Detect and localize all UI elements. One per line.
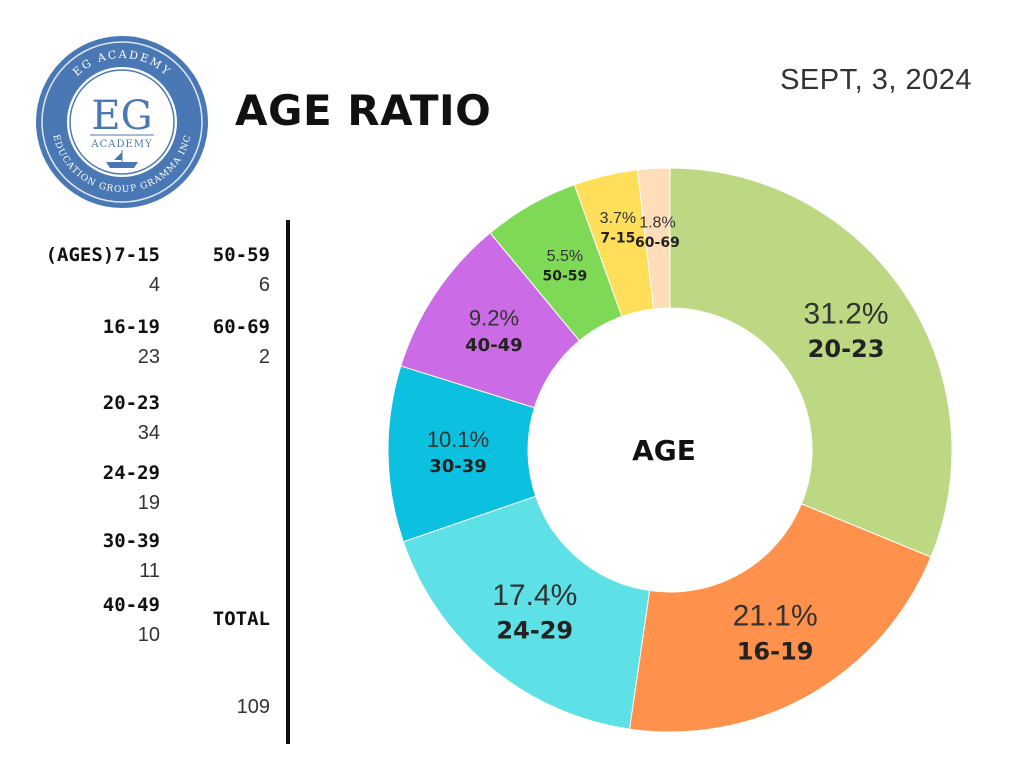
slice-percent-label: 31.2% xyxy=(804,298,889,331)
age-label: 16-19 xyxy=(102,316,160,338)
slice-category-label: 20-23 xyxy=(808,335,885,363)
slice-category-label: 24-29 xyxy=(496,616,573,644)
age-label: 30-39 xyxy=(102,530,160,552)
slice-category-label: 7-15 xyxy=(600,231,635,247)
slice-percent-label: 3.7% xyxy=(600,210,636,227)
slice-category-label: 30-39 xyxy=(429,456,487,477)
slice-percent-label: 5.5% xyxy=(547,248,583,265)
donut-center-label: AGE xyxy=(632,434,696,467)
slice-category-label: 60-69 xyxy=(635,235,680,251)
divider xyxy=(286,220,290,744)
slice-category-label: 16-19 xyxy=(737,637,814,665)
logo-initials: EG xyxy=(91,93,152,139)
donut-slice-20-23 xyxy=(669,167,953,558)
slice-category-label: 40-49 xyxy=(465,335,523,356)
page-title: AGE RATIO xyxy=(235,86,492,135)
age-entry: 30-39 11 xyxy=(10,530,160,583)
age-entry: 40-49 10 xyxy=(10,594,160,647)
date-label: SEPT, 3, 2024 xyxy=(780,64,972,96)
total-label: TOTAL xyxy=(212,608,270,630)
donut-slice-16-19 xyxy=(628,503,932,733)
donut-slice-60-69 xyxy=(637,167,671,310)
age-entry: 50-59 6 xyxy=(120,244,270,297)
slice-percent-label: 1.8% xyxy=(639,214,675,231)
age-entry: 60-69 2 xyxy=(120,316,270,369)
slice-percent-label: 10.1% xyxy=(427,427,489,452)
age-count: 4 xyxy=(148,274,160,296)
slice-percent-label: 9.2% xyxy=(469,306,519,331)
age-label: 40-49 xyxy=(102,594,160,616)
age-label: 60-69 xyxy=(212,316,270,338)
slice-percent-label: 21.1% xyxy=(733,600,818,633)
age-entry: (AGES)7-15 4 xyxy=(10,244,160,297)
age-entry: 20-23 34 xyxy=(10,392,160,445)
donut-slice-24-29 xyxy=(402,495,651,730)
age-count: 11 xyxy=(139,560,160,582)
age-count: 23 xyxy=(137,346,160,368)
slice-category-label: 50-59 xyxy=(542,269,587,285)
age-label: 24-29 xyxy=(102,462,160,484)
age-entry: 24-29 19 xyxy=(10,462,160,515)
age-count: 6 xyxy=(258,274,270,296)
age-count: 34 xyxy=(137,422,160,444)
total-value: 109 xyxy=(236,696,270,718)
age-count: 19 xyxy=(137,492,160,514)
slice-percent-label: 17.4% xyxy=(492,579,577,612)
age-label: (AGES)7-15 xyxy=(45,244,160,266)
eg-academy-logo: EG ACADEMY EDUCATION GROUP GRAMMA INC EG… xyxy=(36,36,208,208)
age-label: 50-59 xyxy=(212,244,270,266)
age-entry: 16-19 23 xyxy=(10,316,160,369)
age-label: 20-23 xyxy=(102,392,160,414)
age-count: 2 xyxy=(258,346,270,368)
logo-sub-text: ACADEMY xyxy=(90,139,152,150)
age-count: 10 xyxy=(137,624,160,646)
